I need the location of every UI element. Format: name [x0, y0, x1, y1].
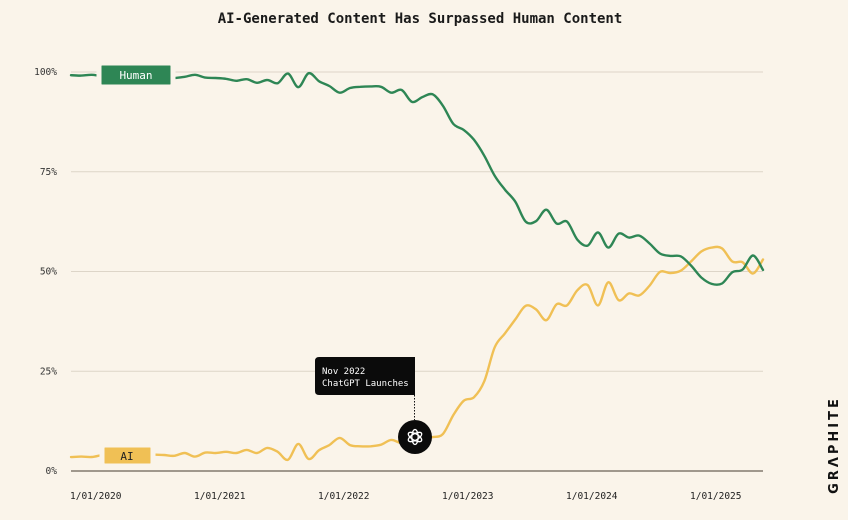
- annotation-text: ChatGPT Launches: [322, 379, 409, 389]
- legend-ai: AI: [99, 442, 156, 469]
- y-tick-label: 75%: [40, 167, 57, 178]
- y-tick-label: 50%: [40, 267, 57, 278]
- graphite-logo: GRΛPHITE: [827, 396, 842, 494]
- x-tick-label: 1/01/2024: [566, 491, 618, 502]
- annotation-box: [315, 357, 415, 395]
- x-tick-label: 1/01/2023: [442, 491, 493, 502]
- openai-logo-icon: [398, 420, 432, 454]
- chart-title: AI-Generated Content Has Surpassed Human…: [218, 11, 623, 27]
- x-axis-ticks: 1/01/2020 1/01/2021 1/01/2022 1/01/2023 1/01…: [70, 491, 741, 502]
- y-tick-label: 100%: [34, 67, 57, 78]
- x-tick-label: 1/01/2021: [194, 491, 246, 502]
- series-line-human: [69, 71, 765, 286]
- gridlines: [71, 71, 763, 472]
- y-tick-label: 25%: [40, 366, 57, 377]
- human-label: Human: [119, 69, 152, 82]
- series-lines: [69, 71, 765, 462]
- human-label-box: [96, 60, 176, 90]
- annotation-date: Nov 2022: [322, 367, 365, 377]
- legend-human: Human: [96, 60, 176, 90]
- ai-label: AI: [120, 450, 133, 463]
- x-tick-label: 1/01/2025: [690, 491, 741, 502]
- chatgpt-annotation: Nov 2022 ChatGPT Launches: [315, 357, 432, 454]
- ai-label-box: [99, 442, 156, 469]
- y-tick-label: 0%: [46, 466, 58, 477]
- y-axis-ticks: 0% 25% 50% 75% 100%: [34, 67, 57, 477]
- x-tick-label: 1/01/2022: [318, 491, 369, 502]
- x-tick-label: 1/01/2020: [70, 491, 122, 502]
